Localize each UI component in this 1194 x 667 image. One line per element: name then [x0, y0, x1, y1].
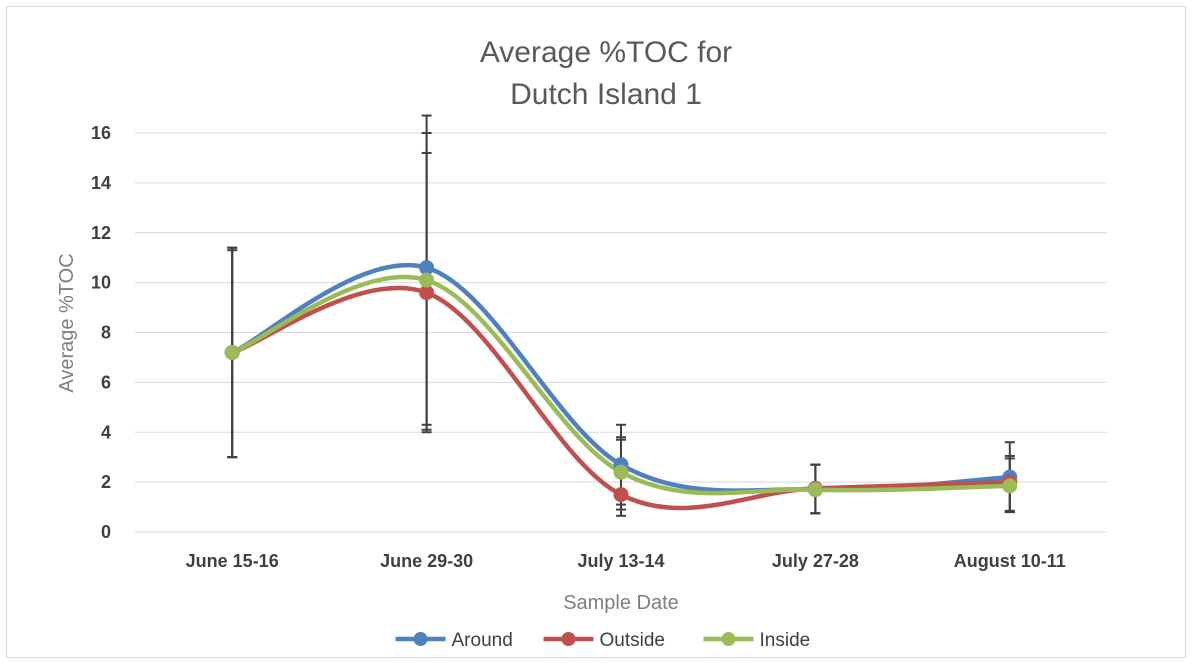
chart-title: Average %TOC for Dutch Island 1	[480, 36, 732, 111]
chart-frame: Average %TOC for Dutch Island 1 0 2 4 6 8 10 1…	[6, 6, 1186, 658]
data-point-inside	[419, 272, 435, 288]
y-tick-label: 10	[91, 273, 111, 293]
data-point-inside	[807, 482, 823, 498]
y-axis-title: Average %TOC	[56, 253, 78, 392]
y-tick-label: 2	[101, 472, 111, 492]
series-lines	[229, 263, 1013, 511]
series-line-outside	[229, 285, 1013, 511]
gridlines	[135, 132, 1107, 533]
legend-label: Inside	[760, 630, 811, 651]
data-point-inside	[1002, 478, 1018, 494]
chart-title-line-2: Dutch Island 1	[510, 78, 702, 111]
x-tick-label: July 27-28	[772, 551, 859, 571]
legend: Around Outside Inside	[395, 630, 811, 651]
chart-title-line-1: Average %TOC for	[480, 36, 732, 69]
data-point-inside	[224, 344, 240, 360]
x-tick-label: August 10-11	[954, 551, 1066, 571]
y-tick-label: 14	[91, 173, 111, 193]
data-point-inside	[613, 464, 629, 480]
series-line-inside	[229, 274, 1013, 496]
y-tick-label: 12	[91, 223, 111, 243]
y-tick-label: 0	[101, 522, 111, 542]
x-tick-label: June 15-16	[186, 551, 279, 571]
legend-item-around: Around	[395, 630, 513, 651]
y-tick-label: 6	[101, 372, 111, 392]
legend-swatch-marker	[721, 632, 736, 646]
legend-label: Outside	[600, 630, 665, 651]
x-tick-label: June 29-30	[380, 551, 473, 571]
line-chart: Average %TOC for Dutch Island 1 0 2 4 6 8 10 1…	[56, 36, 1107, 651]
legend-swatch-marker	[561, 632, 576, 646]
legend-item-outside: Outside	[543, 630, 665, 651]
legend-label: Around	[452, 630, 513, 651]
y-tick-label: 8	[101, 323, 111, 343]
legend-item-inside: Inside	[703, 630, 811, 651]
data-point-outside	[419, 285, 435, 301]
error-bars	[227, 114, 1015, 517]
series-points	[224, 260, 1018, 503]
x-axis-ticks: June 15-16 June 29-30 July 13-14 July 27-28…	[186, 551, 1066, 571]
y-tick-label: 16	[91, 123, 111, 143]
x-axis-title: Sample Date	[563, 592, 679, 614]
y-tick-label: 4	[101, 422, 111, 442]
legend-swatch-marker	[413, 632, 428, 646]
data-point-around	[419, 260, 435, 276]
data-point-outside	[613, 487, 629, 503]
x-tick-label: July 13-14	[577, 551, 664, 571]
y-axis-ticks: 0 2 4 6 8 10 12 14 16	[91, 123, 111, 542]
